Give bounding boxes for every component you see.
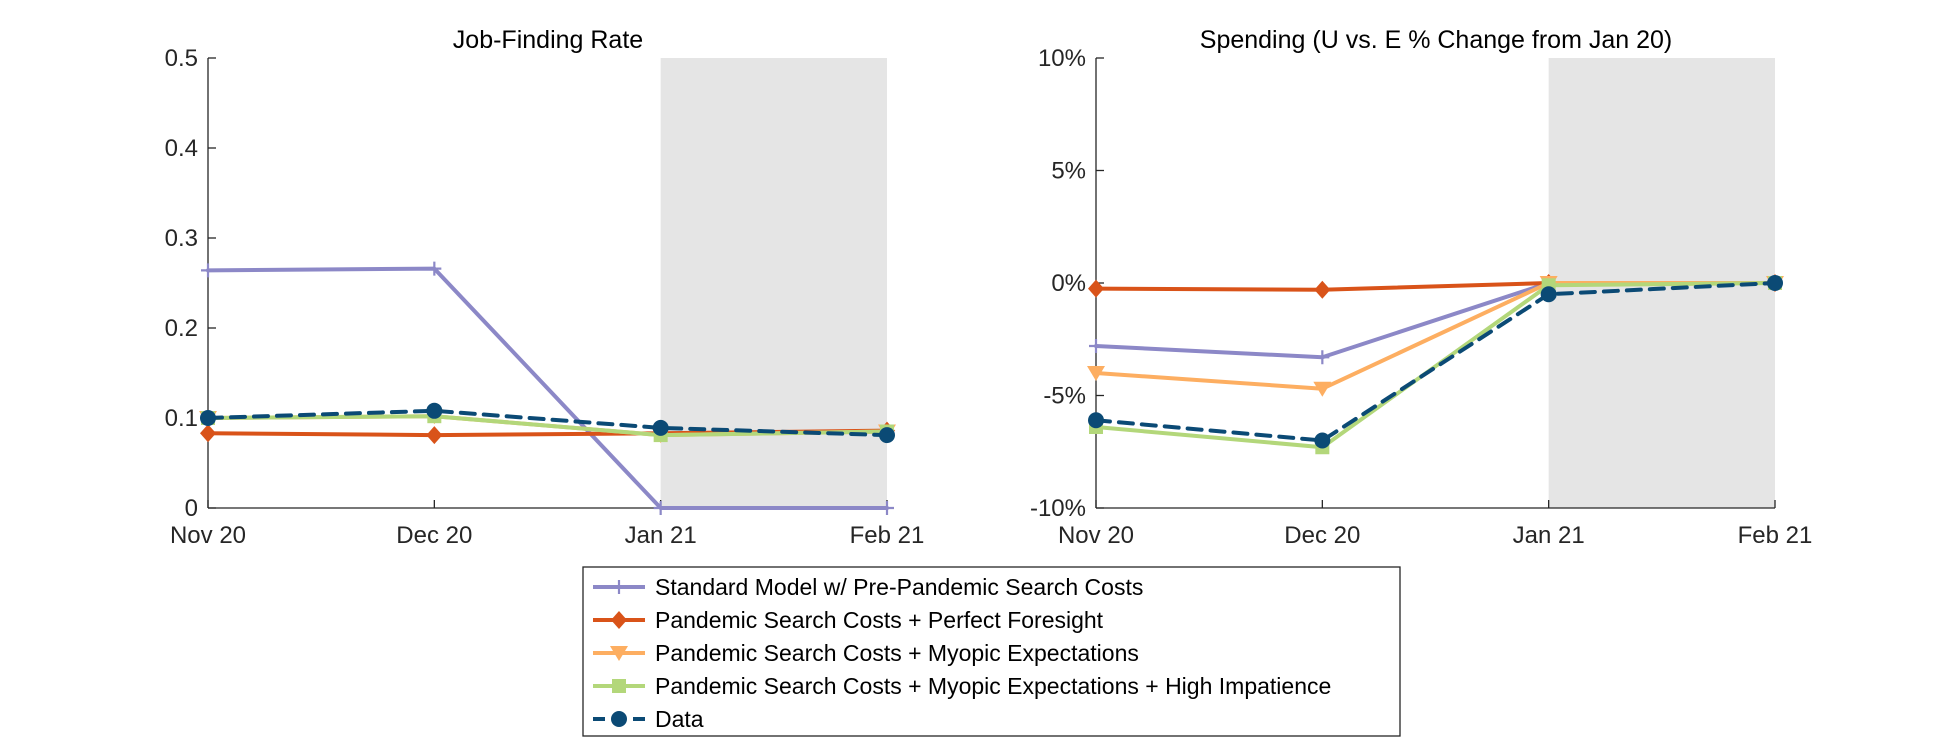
legend-entry-perfect: Pandemic Search Costs + Perfect Foresigh… — [593, 607, 1104, 633]
x-tick-label: Jan 21 — [1513, 522, 1585, 549]
series-data — [1088, 275, 1783, 449]
series-line-data — [1094, 281, 1777, 443]
data-point-perfect — [1088, 279, 1104, 298]
series-data — [200, 402, 895, 444]
x-tick-label: Jan 21 — [625, 522, 697, 549]
y-tick-label: 5% — [1051, 158, 1086, 185]
data-point-standard — [427, 261, 442, 276]
legend-marker — [611, 711, 627, 727]
job-finding-rate-chart: Job-Finding Rate 0 0.1 0.2 0.3 0.4 0.5 Nov 20 D… — [165, 26, 925, 549]
legend-label: Pandemic Search Costs + Myopic Expectati… — [655, 640, 1139, 666]
x-tick-label: Nov 20 — [170, 522, 246, 549]
legend-entry-standard: Standard Model w/ Pre-Pandemic Search Co… — [593, 574, 1143, 600]
legend-label: Pandemic Search Costs + Perfect Foresigh… — [655, 607, 1104, 633]
data-point-myopic — [1313, 381, 1332, 397]
data-point-standard — [201, 263, 215, 278]
data-point-data — [1540, 286, 1557, 303]
y-tick-label: 0.4 — [165, 135, 198, 162]
legend-entry-impatience: Pandemic Search Costs + Myopic Expectati… — [593, 673, 1331, 699]
data-point-data — [652, 419, 669, 436]
data-point-data — [1088, 412, 1104, 429]
legend-label: Standard Model w/ Pre-Pandemic Search Co… — [655, 574, 1143, 600]
x-tick-label: Feb 21 — [1738, 522, 1813, 549]
y-tick-label: 0 — [185, 495, 198, 522]
legend-marker — [611, 611, 627, 629]
legend-entry-data: Data — [593, 706, 704, 732]
legend-marker — [612, 580, 626, 594]
legend-marker — [612, 679, 626, 693]
series-standard — [201, 261, 894, 515]
shaded-period — [660, 58, 887, 508]
data-point-standard — [653, 501, 668, 515]
chart-title: Job-Finding Rate — [453, 26, 643, 54]
series-line-standard — [206, 266, 889, 510]
series-line-data — [206, 408, 889, 438]
legend-label: Data — [655, 706, 704, 732]
y-tick-label: -10% — [1030, 495, 1086, 522]
legend-label: Pandemic Search Costs + Myopic Expectati… — [655, 673, 1331, 699]
legend-marker — [610, 646, 628, 661]
data-point-data — [426, 402, 443, 419]
legend-box — [582, 566, 1401, 737]
data-point-standard — [1089, 339, 1103, 353]
y-tick-label: 0.1 — [165, 405, 198, 432]
y-tick-label: 0.3 — [165, 225, 198, 252]
y-tick-label: 0.2 — [165, 315, 198, 342]
y-tick-label: -5% — [1043, 383, 1086, 410]
legend-entry-myopic: Pandemic Search Costs + Myopic Expectati… — [593, 640, 1139, 666]
spending-chart: Spending (U vs. E % Change from Jan 20) … — [1030, 26, 1812, 549]
data-point-data — [879, 427, 895, 444]
data-point-standard — [880, 501, 894, 515]
x-tick-label: Feb 21 — [850, 522, 925, 549]
y-tick-label: 0.5 — [165, 45, 198, 72]
data-point-perfect — [1314, 280, 1331, 299]
data-point-perfect — [426, 426, 443, 445]
legend: Standard Model w/ Pre-Pandemic Search Co… — [582, 566, 1401, 737]
data-point-data — [1314, 432, 1331, 449]
data-point-data — [1767, 275, 1783, 291]
data-point-data — [200, 410, 216, 426]
x-tick-label: Dec 20 — [396, 522, 472, 549]
data-point-standard — [1315, 350, 1330, 365]
x-tick-label: Dec 20 — [1284, 522, 1360, 549]
data-point-perfect — [200, 424, 216, 443]
series-line-impatience — [1094, 281, 1777, 450]
x-tick-label: Nov 20 — [1058, 522, 1134, 549]
y-tick-label: 0% — [1051, 270, 1086, 297]
data-point-myopic — [1087, 366, 1105, 381]
chart-title: Spending (U vs. E % Change from Jan 20) — [1200, 26, 1672, 54]
y-tick-label: 10% — [1038, 45, 1086, 72]
